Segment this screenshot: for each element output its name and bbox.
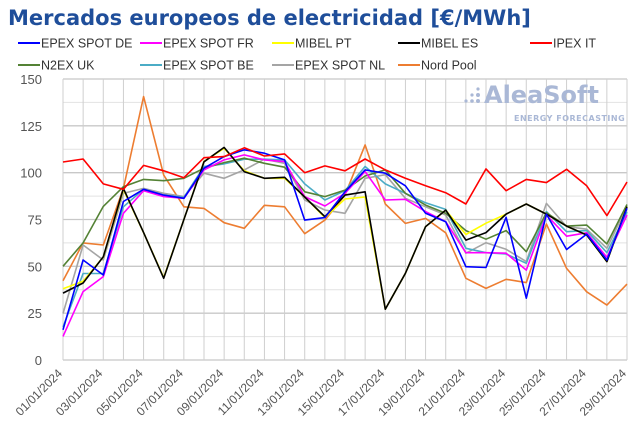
series-line-ipex-it (62, 147, 628, 217)
series-line-mibel-es (62, 146, 628, 311)
y-tick-label: 25 (28, 306, 42, 321)
y-tick-label: 100 (20, 166, 42, 181)
series-line-epex-spot-de (62, 149, 628, 331)
y-tick-label: 150 (20, 72, 42, 87)
watermark-brand: AleaSoft (484, 81, 599, 109)
y-tick-label: 50 (28, 259, 42, 274)
y-axis: 0 25 50 75 100 125 150 (20, 72, 42, 368)
legend-label-n2ex-uk: N2EX UK (41, 59, 95, 73)
legend: EPEX SPOT DE EPEX SPOT FR MIBEL PT MIBEL ES… (18, 37, 596, 73)
aleasoft-logo-dots-icon (464, 87, 480, 103)
legend-label-mibel-pt: MIBEL PT (295, 37, 352, 51)
legend-label-mibel-es: MIBEL ES (421, 37, 478, 51)
legend-label-nord-pool: Nord Pool (421, 59, 477, 73)
legend-label-epex-spot-fr: EPEX SPOT FR (163, 37, 254, 51)
series-line-n2ex-uk (62, 157, 628, 267)
legend-label-epex-spot-be: EPEX SPOT BE (163, 59, 254, 73)
legend-label-ipex-it: IPEX IT (553, 37, 596, 51)
watermark-logo: AleaSoft ENERGY FORECASTING (464, 81, 625, 123)
x-axis: 01/01/202403/01/202405/01/202407/01/2024… (13, 366, 630, 419)
chart-title: Mercados europeos de electricidad [€/MWh… (8, 6, 531, 30)
series-lines (62, 95, 628, 337)
y-tick-label: 75 (28, 213, 42, 228)
series-line-epex-spot-nl (62, 158, 628, 314)
y-tick-label: 0 (35, 353, 42, 368)
legend-label-epex-spot-nl: EPEX SPOT NL (295, 59, 385, 73)
y-tick-label: 125 (20, 119, 42, 134)
series-line-epex-spot-fr (62, 154, 628, 337)
watermark-tagline: ENERGY FORECASTING (514, 114, 625, 123)
legend-label-epex-spot-de: EPEX SPOT DE (41, 37, 132, 51)
